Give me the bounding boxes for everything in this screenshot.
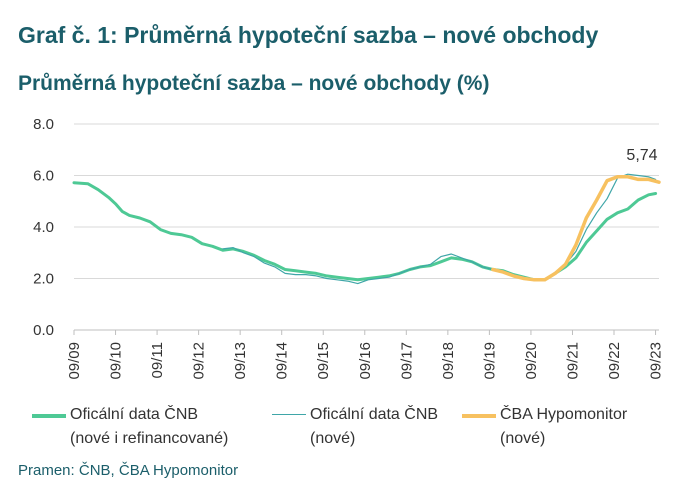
legend-swatch-cnb-all [32,414,66,418]
x-tick-label: 09/15 [315,342,332,380]
line-chart: 0.0 2.0 4.0 6.0 8.0 09/09 09/10 09/11 09/12 09/1… [33,116,665,380]
legend: Oficální data ČNB (nové i refinancované)… [0,404,693,454]
x-tick-label: 09/19 [481,342,498,380]
legend-label-cba-2: (nové) [500,430,546,447]
legend-label-cnb-all-1: Oficální data ČNB [70,406,199,423]
y-tick-label: 4.0 [33,219,54,236]
x-tick-label: 09/23 [648,342,665,380]
x-tick-label: 09/14 [274,342,291,380]
y-tick-label: 6.0 [33,168,54,185]
source-note: Pramen: ČNB, ČBA Hypomonitor [18,462,239,479]
legend-label-cba-1: ČBA Hypomonitor [500,406,628,423]
x-tick-label: 09/11 [149,342,166,378]
series-line-cba [491,175,661,282]
x-tick-label: 09/16 [357,342,374,380]
series-lines [72,173,661,285]
legend-swatch-cnb-new [272,414,306,415]
x-axis-ticks: 09/09 09/10 09/11 09/12 09/13 09/14 09/15 09/16… [66,330,665,380]
figure-title: Graf č. 1: Průměrná hypoteční sazba – no… [18,22,599,48]
y-axis-ticks: 0.0 2.0 4.0 6.0 8.0 [33,116,54,339]
x-tick-label: 09/18 [440,342,457,380]
x-tick-label: 09/21 [564,342,581,380]
legend-label-cnb-all-2: (nové i refinancované) [70,430,229,447]
legend-label-cnb-new-1: Oficální data ČNB [310,406,439,423]
y-tick-label: 8.0 [33,116,54,133]
x-tick-label: 09/13 [232,342,249,380]
x-tick-label: 09/09 [66,342,83,380]
series-line-cnb-all [72,181,658,282]
x-tick-label: 09/10 [108,342,125,380]
series-line-cnb-new [222,173,657,285]
legend-swatch-cba [462,414,496,418]
x-tick-label: 09/17 [398,342,415,380]
gridlines [74,123,659,331]
x-tick-label: 09/12 [191,342,208,380]
y-tick-label: 0.0 [33,322,54,339]
last-value-annotation: 5,74 [626,147,657,164]
x-tick-label: 09/22 [606,342,623,380]
chart-title: Průměrná hypoteční sazba – nové obchody … [18,72,490,95]
legend-label-cnb-new-2: (nové) [310,430,356,447]
x-tick-label: 09/20 [523,342,540,380]
y-tick-label: 2.0 [33,271,54,288]
